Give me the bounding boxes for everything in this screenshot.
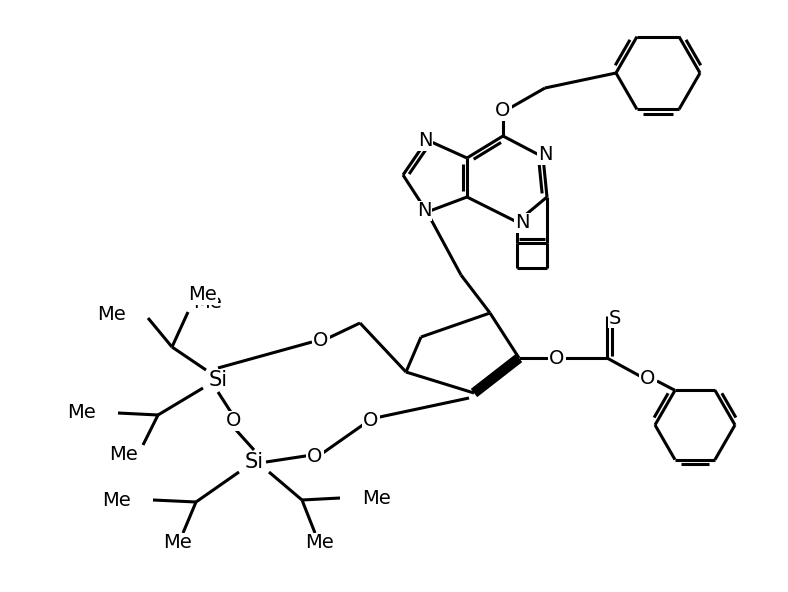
Text: O: O (307, 446, 323, 465)
Text: Si: Si (209, 370, 228, 390)
Text: N: N (418, 131, 433, 150)
Text: Me: Me (67, 404, 96, 423)
Text: O: O (496, 101, 511, 121)
Text: S: S (609, 308, 621, 327)
Text: Si: Si (244, 452, 263, 472)
Text: O: O (549, 349, 565, 368)
Text: N: N (417, 201, 431, 220)
Text: Me: Me (188, 285, 217, 304)
Text: Me: Me (97, 305, 126, 324)
Text: N: N (537, 146, 552, 165)
Text: O: O (314, 332, 329, 350)
Text: Me: Me (362, 488, 391, 507)
Text: O: O (363, 411, 379, 430)
Text: Me: Me (164, 533, 192, 552)
Text: Me: Me (193, 292, 221, 311)
Text: O: O (641, 369, 656, 388)
Text: O: O (226, 411, 242, 430)
Text: Me: Me (110, 446, 138, 465)
Text: Me: Me (102, 491, 131, 510)
Text: Me: Me (306, 533, 334, 552)
Text: N: N (515, 214, 530, 233)
